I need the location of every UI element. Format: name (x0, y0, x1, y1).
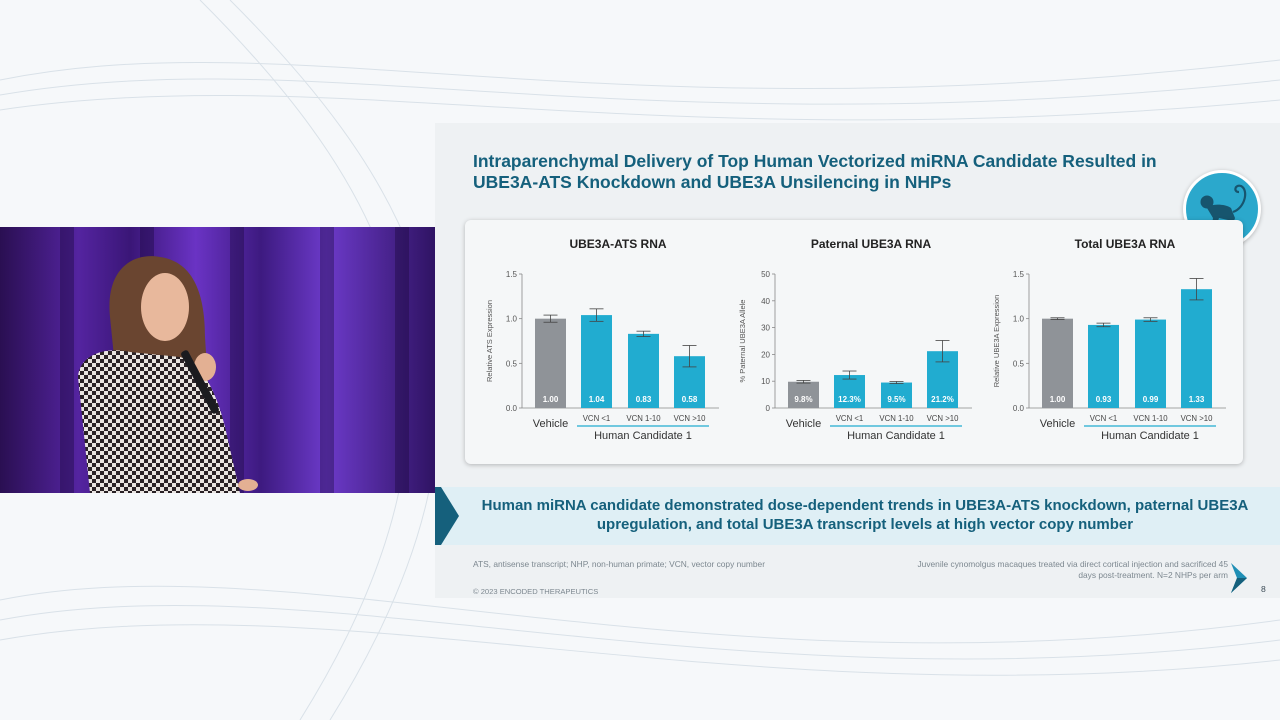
x-tick-label: Vehicle (1040, 418, 1075, 430)
data-label: 0.93 (1096, 395, 1112, 404)
footnote-study-details: Juvenile cynomolgus macaques treated via… (917, 559, 1228, 580)
bar-vcn-10 (1181, 289, 1212, 408)
group-label: Human Candidate 1 (1101, 430, 1199, 442)
x-tick-label: VCN >10 (674, 414, 707, 423)
data-label: 1.04 (589, 395, 605, 404)
bar-vcn-1-10 (628, 333, 659, 408)
x-tick-label: VCN <1 (836, 414, 864, 423)
data-label: 1.00 (543, 395, 559, 404)
x-tick-label: VCN >10 (1181, 414, 1214, 423)
y-tick-label: 1.5 (506, 270, 518, 279)
data-label: 0.58 (682, 395, 698, 404)
data-label: 0.83 (636, 395, 652, 404)
y-tick-label: 1.0 (1013, 315, 1025, 324)
data-label: 9.5% (887, 395, 905, 404)
y-axis-label: Relative ATS Expression (485, 300, 494, 382)
speaker-video (0, 227, 435, 493)
slide-title: Intraparenchymal Delivery of Top Human V… (473, 151, 1157, 192)
y-tick-label: 0.0 (506, 404, 518, 413)
y-tick-label: 0 (766, 404, 771, 413)
y-tick-label: 1.0 (506, 315, 518, 324)
x-tick-label: VCN 1-10 (879, 414, 914, 423)
page-number: 8 (1261, 584, 1266, 594)
chart-title: Total UBE3A RNA (1075, 237, 1176, 251)
y-tick-label: 40 (761, 297, 770, 306)
chart-title: Paternal UBE3A RNA (811, 237, 932, 251)
x-tick-label: Vehicle (786, 418, 821, 430)
presentation-slide: Intraparenchymal Delivery of Top Human V… (435, 123, 1280, 598)
charts-panel: UBE3A-ATS RNA 0.0 0.5 1.0 1.5 Relative ATS Ex… (465, 220, 1243, 464)
y-tick-label: 0.5 (506, 359, 518, 368)
data-label: 0.99 (1143, 395, 1159, 404)
y-axis-label: % Paternal UBE3A Allele (738, 300, 747, 383)
data-label: 9.8% (794, 395, 812, 404)
company-logo-icon (1231, 563, 1247, 593)
conclusion-text: Human miRNA candidate demonstrated dose-… (481, 497, 1249, 533)
conclusion-band: Human miRNA candidate demonstrated dose-… (435, 487, 1280, 545)
y-tick-label: 20 (761, 350, 770, 359)
data-label: 1.00 (1050, 395, 1066, 404)
y-tick-label: 10 (761, 377, 770, 386)
x-tick-label: VCN >10 (927, 414, 960, 423)
y-tick-label: 30 (761, 324, 770, 333)
x-tick-label: VCN <1 (1090, 414, 1118, 423)
data-label: 1.33 (1189, 395, 1205, 404)
y-tick-label: 50 (761, 270, 770, 279)
bar-vehicle (788, 381, 819, 408)
x-tick-label: VCN <1 (583, 414, 611, 423)
y-axis-label: Relative UBE3A Expression (992, 295, 1001, 388)
bar-vcn-1 (834, 375, 865, 408)
data-label: 21.2% (931, 395, 954, 404)
bar-vehicle (535, 318, 566, 408)
bar-vehicle (1042, 318, 1073, 408)
copyright-text: © 2023 ENCODED THERAPEUTICS (473, 587, 599, 596)
bar-charts: UBE3A-ATS RNA 0.0 0.5 1.0 1.5 Relative ATS Ex… (485, 237, 1226, 442)
bar-vcn-1-10 (1135, 319, 1166, 408)
x-tick-label: VCN 1-10 (626, 414, 661, 423)
y-tick-label: 1.5 (1013, 270, 1025, 279)
bar-vcn-1 (1088, 324, 1119, 408)
speaker-figure (78, 256, 258, 493)
y-tick-label: 0.5 (1013, 359, 1025, 368)
y-tick-label: 0.0 (1013, 404, 1025, 413)
conclusion-arrow (435, 487, 459, 545)
x-tick-label: Vehicle (533, 418, 568, 430)
group-label: Human Candidate 1 (847, 430, 945, 442)
bar-vcn-1 (581, 315, 612, 408)
data-label: 12.3% (838, 395, 861, 404)
group-label: Human Candidate 1 (594, 430, 692, 442)
bar-vcn-1-10 (881, 382, 912, 408)
footnote-abbreviations: ATS, antisense transcript; NHP, non-huma… (473, 559, 766, 569)
chart-title: UBE3A-ATS RNA (569, 237, 666, 251)
x-tick-label: VCN 1-10 (1133, 414, 1168, 423)
